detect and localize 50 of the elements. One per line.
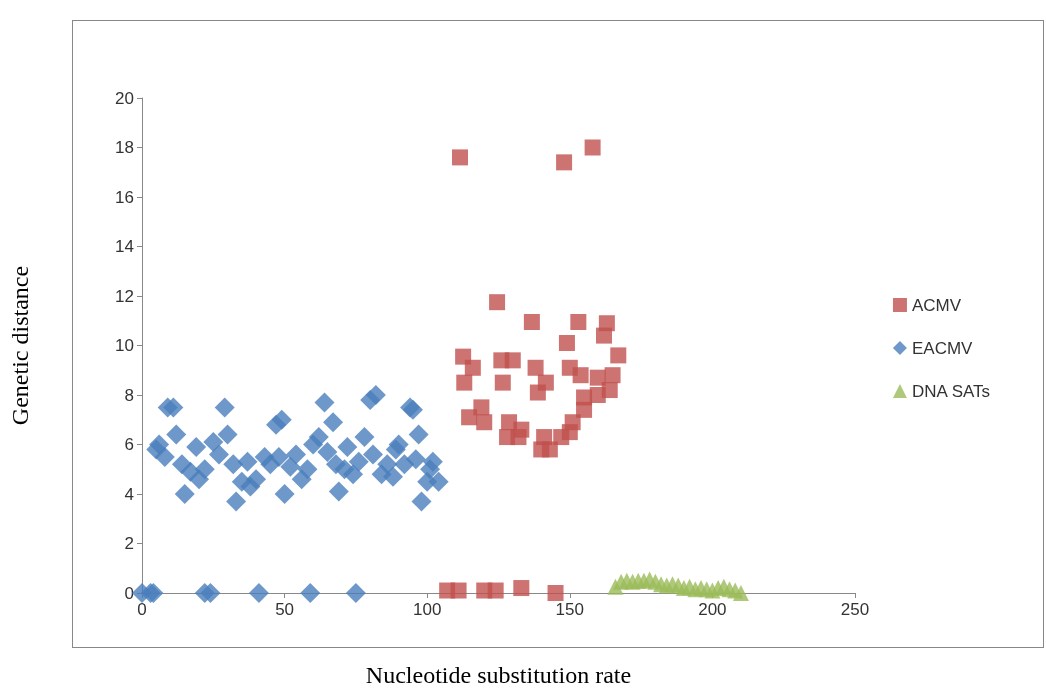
- point: [604, 367, 621, 384]
- point: [456, 374, 473, 391]
- legend-label: DNA SATs: [911, 381, 991, 401]
- y-tick-label: 0: [124, 583, 134, 603]
- point: [570, 313, 587, 330]
- y-tick-label: 6: [124, 435, 134, 454]
- legend-label: ACMV: [911, 295, 962, 315]
- point: [513, 580, 530, 597]
- y-tick-label: 18: [115, 138, 134, 157]
- x-tick-label: 50: [275, 600, 295, 619]
- point: [553, 429, 570, 446]
- point: [452, 149, 468, 166]
- point: [584, 139, 601, 156]
- y-tick-label: 2: [124, 534, 134, 553]
- point: [610, 347, 627, 364]
- point: [537, 374, 554, 391]
- point: [576, 401, 593, 418]
- y-tick-label: 8: [124, 385, 134, 405]
- point: [464, 359, 481, 376]
- point: [596, 327, 613, 344]
- point: [504, 352, 521, 369]
- legend-label: EACMV: [911, 338, 974, 358]
- x-tick-label: 150: [555, 600, 584, 619]
- point: [732, 585, 749, 601]
- point: [510, 429, 527, 446]
- point: [461, 409, 478, 426]
- x-tick-label: 100: [413, 600, 442, 619]
- point: [533, 441, 550, 458]
- point: [494, 374, 511, 391]
- point: [489, 294, 506, 311]
- point: [487, 582, 504, 599]
- point: [476, 414, 493, 431]
- point: [572, 367, 589, 384]
- y-tick-label: 20: [115, 88, 134, 108]
- x-tick-label: 200: [698, 600, 727, 619]
- y-tick-label: 12: [115, 286, 134, 306]
- point: [556, 154, 573, 171]
- x-tick-label: 250: [840, 600, 870, 619]
- x-tick-label: 0: [137, 600, 147, 619]
- point: [523, 313, 540, 330]
- point: [558, 335, 575, 352]
- y-tick-label: 10: [115, 336, 134, 355]
- point: [527, 359, 544, 376]
- point: [547, 585, 564, 601]
- y-tick-label: 14: [115, 237, 134, 256]
- y-tick-label: 16: [115, 187, 134, 207]
- x-axis-title: Nucleotide substitution rate: [365, 662, 632, 688]
- y-tick-label: 4: [124, 484, 134, 504]
- point: [450, 582, 467, 599]
- y-axis-title: Genetic distance: [7, 265, 33, 426]
